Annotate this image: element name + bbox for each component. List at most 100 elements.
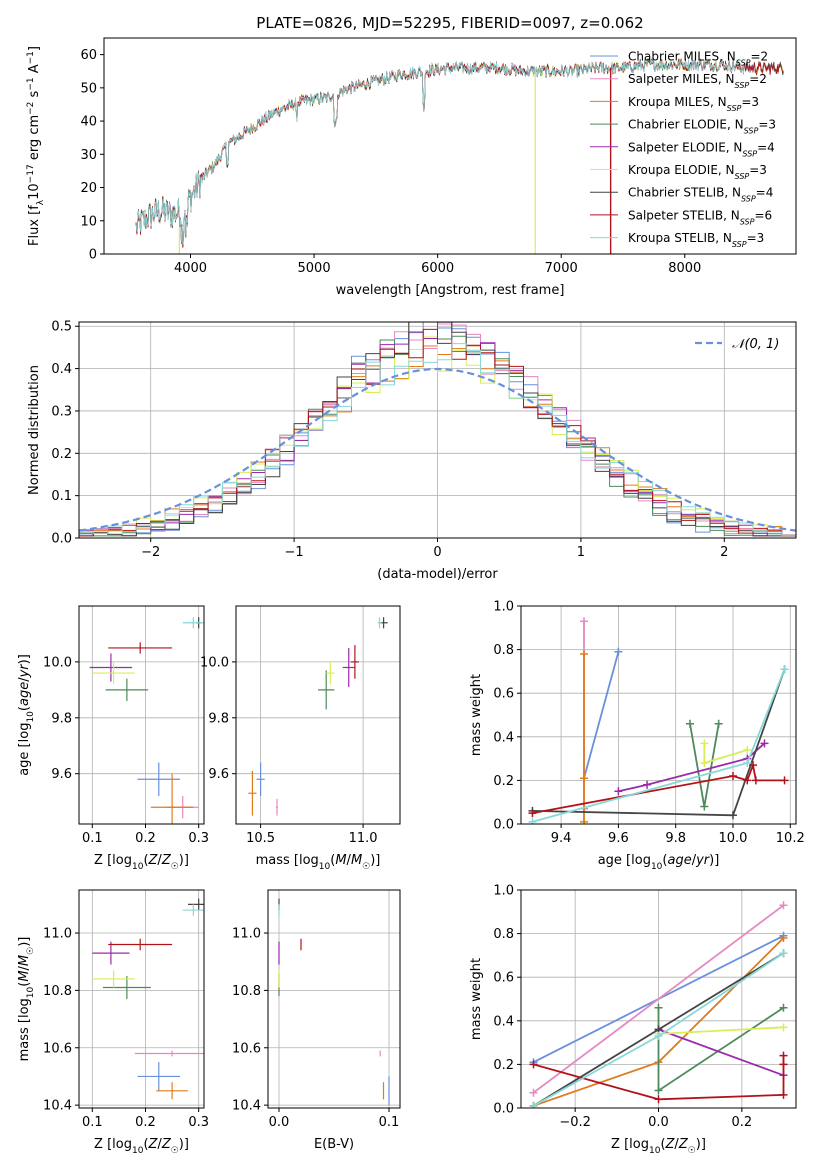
axes-border <box>78 605 205 825</box>
label-part: erg cm <box>27 115 42 164</box>
error-bar-point <box>350 645 359 679</box>
axes-frame: −2 −1 0 1 2 0.0 0.1 0.2 0.3 0.4 0.5 𝒩(0, 1) (data-mo… <box>27 320 797 582</box>
legend-nssp: =3 <box>749 163 767 177</box>
plus-marker <box>654 1032 663 1041</box>
error-bar-point <box>182 904 204 916</box>
plus-marker <box>580 817 589 824</box>
y-tick-label: 0.3 <box>51 404 72 419</box>
plus-marker <box>528 809 537 818</box>
y-tick-label: 0.4 <box>493 730 514 745</box>
legend-nssp: =3 <box>741 95 759 109</box>
plus-marker <box>779 933 788 942</box>
mass-weight-line <box>532 904 785 1094</box>
error-bar-point <box>188 898 204 911</box>
label-part: 10 <box>319 862 331 872</box>
legend-entry: Chabrier ELODIE, NSSP=3 <box>628 118 776 136</box>
error-bar-point <box>102 976 151 999</box>
x-tick-label: 4000 <box>174 261 207 276</box>
legend-entry: Kroupa MILES, NSSP=3 <box>628 95 759 113</box>
error-bar-point <box>92 970 135 988</box>
legend-sub: SSP <box>742 149 757 158</box>
plus-marker <box>779 901 788 910</box>
x-tick-label: −0.2 <box>559 1115 591 1130</box>
y-tick-label: 10.8 <box>232 984 261 999</box>
legend-entry: Chabrier MILES, NSSP=2 <box>628 50 768 68</box>
x-tick-label: 5000 <box>298 261 331 276</box>
x-tick-label: 0.0 <box>269 1115 290 1130</box>
x-tick-label: −2 <box>141 545 160 560</box>
label-part: )] <box>17 937 32 947</box>
label-part: )] <box>179 1137 189 1152</box>
x-tick-label: 0.3 <box>188 1115 209 1130</box>
x-tick-label: 0.1 <box>82 831 103 846</box>
legend-series-name: Chabrier ELODIE, N <box>628 118 744 132</box>
legend-entry: Salpeter STELIB, NSSP=6 <box>628 208 772 226</box>
x-tick-label: 0.1 <box>82 1115 103 1130</box>
plus-marker <box>779 1060 788 1069</box>
error-bar-point <box>134 1050 204 1057</box>
label-part: M <box>351 853 362 868</box>
legend-series-name: Salpeter STELIB, N <box>628 208 740 222</box>
error-bar-point <box>92 661 135 685</box>
error-bar-point <box>275 798 279 816</box>
label-part: ( <box>330 853 335 868</box>
y-tick-label: 0.0 <box>51 532 72 547</box>
plus-marker <box>654 1003 663 1012</box>
axes-border <box>78 889 205 1109</box>
legend-sub: SSP <box>735 81 750 90</box>
plot-area <box>248 617 388 816</box>
error-bar-point <box>137 762 181 797</box>
axes-frame: 4000 5000 6000 7000 8000 0 10 20 30 40 50 60 PLATE=0… <box>26 14 797 298</box>
label-part: 10 <box>132 1146 144 1156</box>
label-part: / <box>157 1137 162 1152</box>
label-part: Z [log <box>94 1137 132 1152</box>
mass-weight-line <box>532 761 785 814</box>
label-part: 10 <box>26 711 36 723</box>
plus-marker <box>654 1095 663 1104</box>
plus-marker <box>714 719 723 728</box>
plus-marker <box>580 617 589 626</box>
error-bar-point <box>256 762 265 797</box>
axes-border <box>267 889 401 1109</box>
error-bar-point <box>89 653 133 682</box>
plus-marker <box>749 761 758 770</box>
error-bar-point <box>92 941 130 965</box>
x-tick-label: 0.0 <box>648 1115 669 1130</box>
mass-weight-line <box>657 1006 784 1093</box>
y-tick-label: 0 <box>89 248 97 263</box>
plus-marker <box>780 665 789 674</box>
axes-panel-8 <box>521 889 796 1109</box>
x-axis-label: mass [log10(M/M☉)] <box>256 853 381 872</box>
y-tick-label: 10.0 <box>200 655 229 670</box>
x-tick-label: 6000 <box>421 261 454 276</box>
plus-marker <box>580 649 589 658</box>
y-tick-label: 0.4 <box>51 362 72 377</box>
label-part: M <box>17 970 32 981</box>
axes-panel-5 <box>521 605 796 825</box>
legend-series-name: Salpeter ELODIE, N <box>628 140 742 154</box>
x-tick-label: 0.2 <box>135 1115 156 1130</box>
axes-border <box>103 37 797 255</box>
legend-sub: SSP <box>727 103 742 112</box>
axes-border <box>520 605 797 825</box>
label-part: M <box>335 853 346 868</box>
legend-sub: SSP <box>735 172 750 181</box>
legend-nssp: =3 <box>758 118 776 132</box>
label-part: Z <box>161 853 172 868</box>
y-tick-label: 9.6 <box>51 767 72 782</box>
residual-histogram <box>79 322 796 537</box>
x-tick-label: 11.0 <box>349 831 378 846</box>
label-part: mass [log <box>256 853 319 868</box>
plus-marker <box>743 745 752 754</box>
label-part: )] <box>709 853 719 868</box>
label-part: ] <box>27 46 42 51</box>
label-part: Z <box>148 853 159 868</box>
y-tick-label: 0.8 <box>493 643 514 658</box>
residual-histogram <box>79 343 796 536</box>
y-tick-label: 10.4 <box>43 1099 72 1114</box>
plus-marker <box>779 1023 788 1032</box>
label-part: / <box>692 853 697 868</box>
x-axis-label: E(B-V) <box>314 1137 354 1152</box>
